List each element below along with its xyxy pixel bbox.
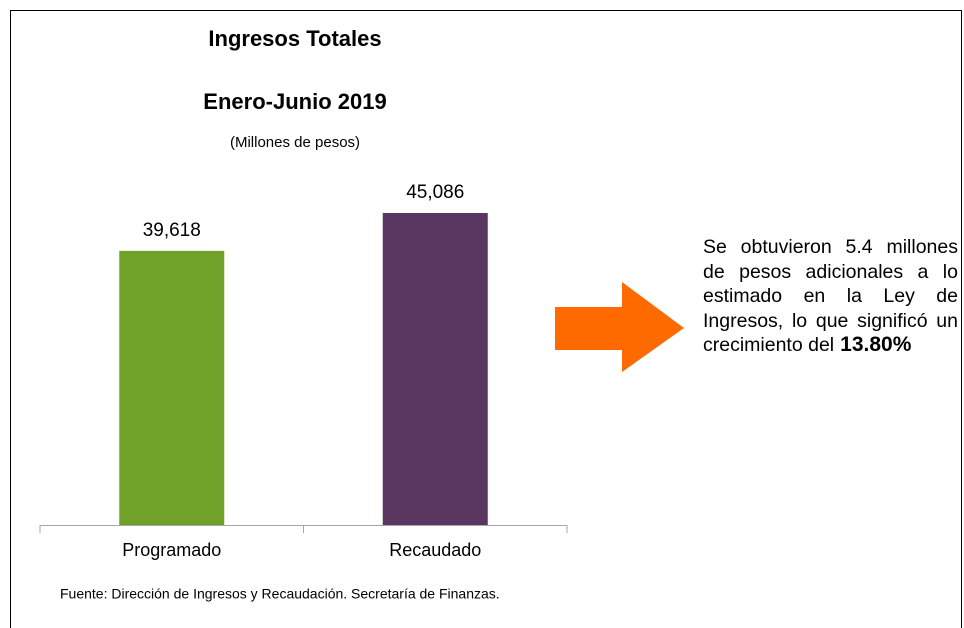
chart-title: Ingresos Totales [208, 26, 381, 51]
chart-subtitle: Enero-Junio 2019 [203, 89, 386, 114]
bar [119, 250, 225, 525]
annotation-emphasis: 13.80% [840, 333, 912, 356]
annotation: Se obtuvieron 5.4 millones de pesos adic… [703, 235, 958, 358]
bar [382, 213, 488, 525]
value-label: 45,086 [406, 182, 464, 203]
frame [10, 10, 962, 628]
annotation-text: Se obtuvieron 5.4 millones de pesos adic… [703, 236, 958, 356]
x-tick-label: Programado [122, 540, 221, 560]
unit-label: (Millones de pesos) [230, 134, 360, 151]
source: Fuente: Dirección de Ingresos y Recaudac… [60, 586, 500, 602]
arrow [555, 282, 684, 372]
value-label: 39,618 [143, 220, 201, 241]
x-tick-label: Recaudado [389, 540, 481, 560]
